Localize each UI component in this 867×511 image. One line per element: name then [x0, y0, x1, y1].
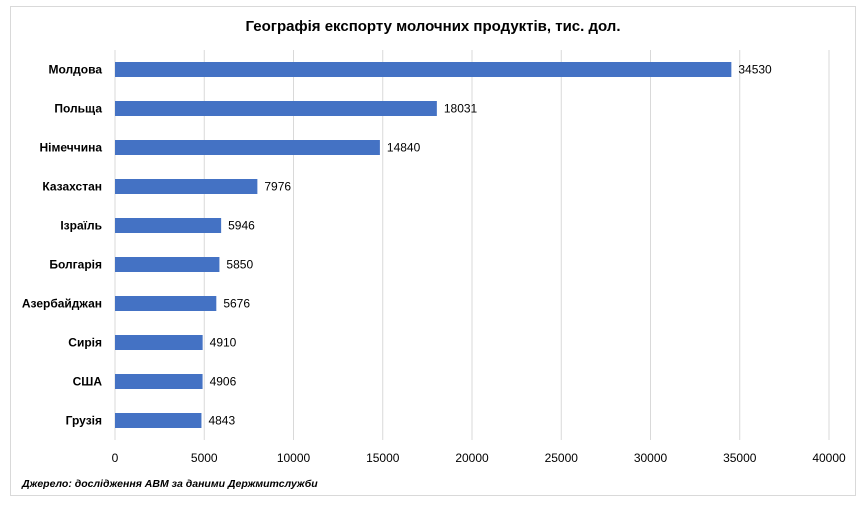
category-label: Азербайджан: [22, 297, 102, 311]
bar: [115, 62, 732, 77]
x-tick-label: 5000: [191, 451, 218, 465]
category-label: Сирія: [68, 336, 102, 350]
x-tick-label: 20000: [455, 451, 489, 465]
value-label: 5676: [223, 297, 250, 311]
value-label: 4843: [208, 414, 235, 428]
value-label: 5850: [226, 258, 253, 272]
value-label: 14840: [387, 141, 421, 155]
value-label: 4906: [210, 375, 237, 389]
bar: [115, 335, 203, 350]
bar: [115, 140, 380, 155]
value-label: 34530: [738, 63, 772, 77]
x-tick-label: 30000: [634, 451, 668, 465]
x-tick-label: 15000: [366, 451, 400, 465]
bar: [115, 257, 220, 272]
category-label: Казахстан: [42, 180, 102, 194]
value-label: 4910: [210, 336, 237, 350]
bar: [115, 101, 437, 116]
chart-title: Географія експорту молочних продуктів, т…: [246, 18, 621, 35]
x-tick-labels: 0 5000 10000 15000 20000 25000 30000 35000 40000: [112, 451, 846, 465]
category-labels: Молдова Польща Німеччина Казахстан Ізраїль Бо…: [22, 63, 102, 428]
x-tick-label: 25000: [545, 451, 579, 465]
x-tick-label: 0: [112, 451, 119, 465]
value-label: 7976: [264, 180, 291, 194]
category-label: Ізраїль: [60, 219, 102, 233]
bar: [115, 296, 217, 311]
category-label: США: [73, 375, 103, 389]
category-label: Польща: [54, 102, 102, 116]
value-label: 5946: [228, 219, 255, 233]
value-labels: 34530 18031 14840 7976 5946 5850 5676 4910 4906 4…: [208, 63, 772, 428]
x-tick-label: 35000: [723, 451, 757, 465]
category-label: Німеччина: [40, 141, 103, 155]
source-note: Джерело: дослідження АВМ за даними Держм…: [21, 478, 318, 490]
bars: [115, 62, 732, 428]
category-label: Грузія: [66, 414, 102, 428]
x-tick-label: 40000: [812, 451, 846, 465]
bar: [115, 218, 222, 233]
category-label: Болгарія: [49, 258, 102, 272]
category-label: Молдова: [49, 63, 103, 77]
bar: [115, 374, 203, 389]
bar: [115, 413, 202, 428]
x-tick-label: 10000: [277, 451, 311, 465]
value-label: 18031: [444, 102, 478, 116]
bar: [115, 179, 258, 194]
